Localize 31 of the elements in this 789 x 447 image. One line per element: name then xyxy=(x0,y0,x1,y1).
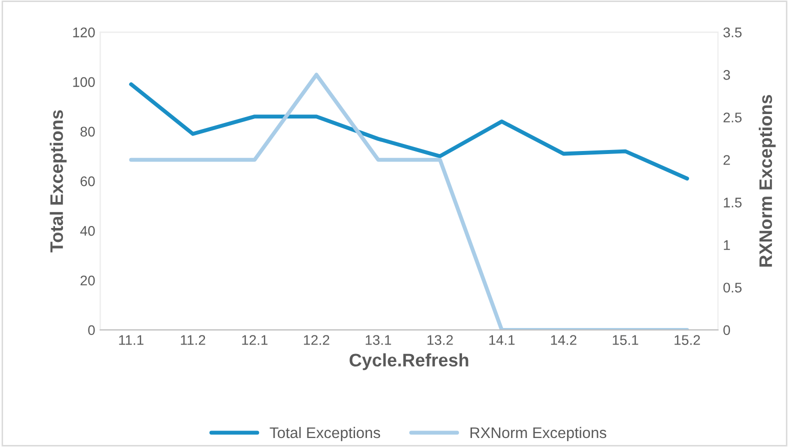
y-tick-label: 100 xyxy=(73,77,95,87)
y2-tick-label: 1 xyxy=(724,240,730,250)
y2-tick-label: 1.5 xyxy=(724,198,742,208)
x-axis-title: Cycle.Refresh xyxy=(350,353,468,370)
x-tick-label: 14.2 xyxy=(551,335,576,345)
y-tick-label: 0 xyxy=(88,325,95,336)
y-tick-label: 80 xyxy=(80,126,95,137)
x-tick-label: 13.2 xyxy=(428,335,453,345)
x-tick-label: 11.1 xyxy=(119,335,144,345)
y2-tick-label: 2 xyxy=(724,155,730,165)
legend-label: Total Exceptions xyxy=(270,426,380,442)
y2-tick-label: 2.5 xyxy=(724,112,742,122)
y-tick-label: 60 xyxy=(80,176,95,186)
y2-tick-label: 0.5 xyxy=(723,282,742,293)
x-tick-label: 15.1 xyxy=(612,335,638,345)
line-series xyxy=(129,82,690,180)
x-tick-label: 12.1 xyxy=(242,335,268,345)
x-tick-label: 13.1 xyxy=(366,335,392,345)
y-tick-label: 40 xyxy=(80,226,95,236)
y2-axis-title: RXNorm Exceptions xyxy=(758,94,776,267)
y-tick-label: 120 xyxy=(73,28,95,38)
x-tick-label: 14.1 xyxy=(489,335,515,345)
y-tick-label: 20 xyxy=(80,276,95,286)
x-tick-label: 15.2 xyxy=(674,335,700,345)
y2-tick-label: 3.5 xyxy=(723,28,742,38)
y2-tick-label: 0 xyxy=(723,325,730,336)
legend-label: RXNorm Exceptions xyxy=(470,426,606,442)
y2-tick-label: 3 xyxy=(723,70,730,80)
x-tick-label: 11.2 xyxy=(180,335,206,345)
x-tick-label: 12.2 xyxy=(304,335,330,345)
y-axis-title: Total Exceptions xyxy=(50,110,67,252)
